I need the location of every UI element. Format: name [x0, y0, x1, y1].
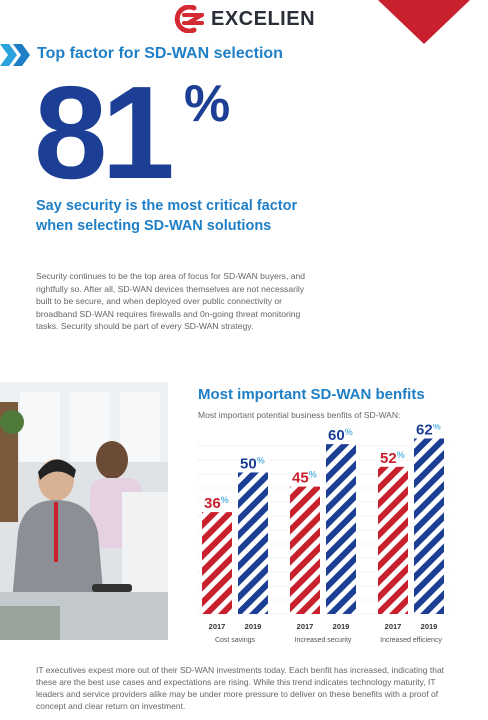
year-label: 2019	[421, 622, 438, 631]
conclusion-paragraph: IT executives expest more out of their S…	[36, 665, 445, 711]
year-label: 2017	[297, 622, 314, 631]
brand-name: EXCELIEN	[211, 7, 316, 30]
data-label: 36%	[204, 495, 229, 512]
corner-triangle	[378, 0, 470, 44]
data-label: 52%	[380, 450, 405, 467]
year-label: 2019	[245, 622, 262, 631]
bar-2017-1	[290, 486, 320, 614]
benefits-bar-chart: 36% 2017 50% 2019 Cost savings 45% 2017 60% 2019…	[198, 424, 452, 644]
office-workers-photo	[0, 382, 168, 640]
bar-2017-0	[202, 512, 232, 614]
category-label: Cost savings	[215, 637, 256, 644]
bar-2019-2	[414, 438, 444, 614]
data-label: 45%	[292, 470, 317, 487]
category-label: Increased efficiency	[380, 637, 442, 644]
brand-logo: EXCELIEN	[172, 4, 315, 34]
chevron-right-icon	[0, 44, 30, 66]
bar-2017-2	[378, 466, 408, 614]
excelien-logo-icon	[174, 5, 204, 33]
intro-paragraph: Security continues to be the top area of…	[36, 271, 306, 331]
stat-caption: Say security is the most critical factor…	[36, 198, 298, 234]
category-label: Increased security	[295, 637, 352, 644]
chart-subtitle: Most important potential business benfit…	[198, 410, 401, 420]
bar-2019-1	[326, 444, 356, 614]
big-stat-unit: %	[184, 75, 231, 133]
data-label: 50%	[240, 455, 265, 472]
year-label: 2017	[209, 622, 226, 631]
bar-2019-0	[238, 472, 268, 614]
year-label: 2017	[385, 622, 402, 631]
chart-title: Most important SD-WAN benfits	[198, 386, 425, 403]
section-heading: Top factor for SD-WAN selection	[37, 45, 283, 62]
year-label: 2019	[333, 622, 350, 631]
data-label: 60%	[328, 427, 353, 444]
data-label: 62%	[416, 424, 441, 438]
big-stat-value: 81	[34, 59, 175, 206]
